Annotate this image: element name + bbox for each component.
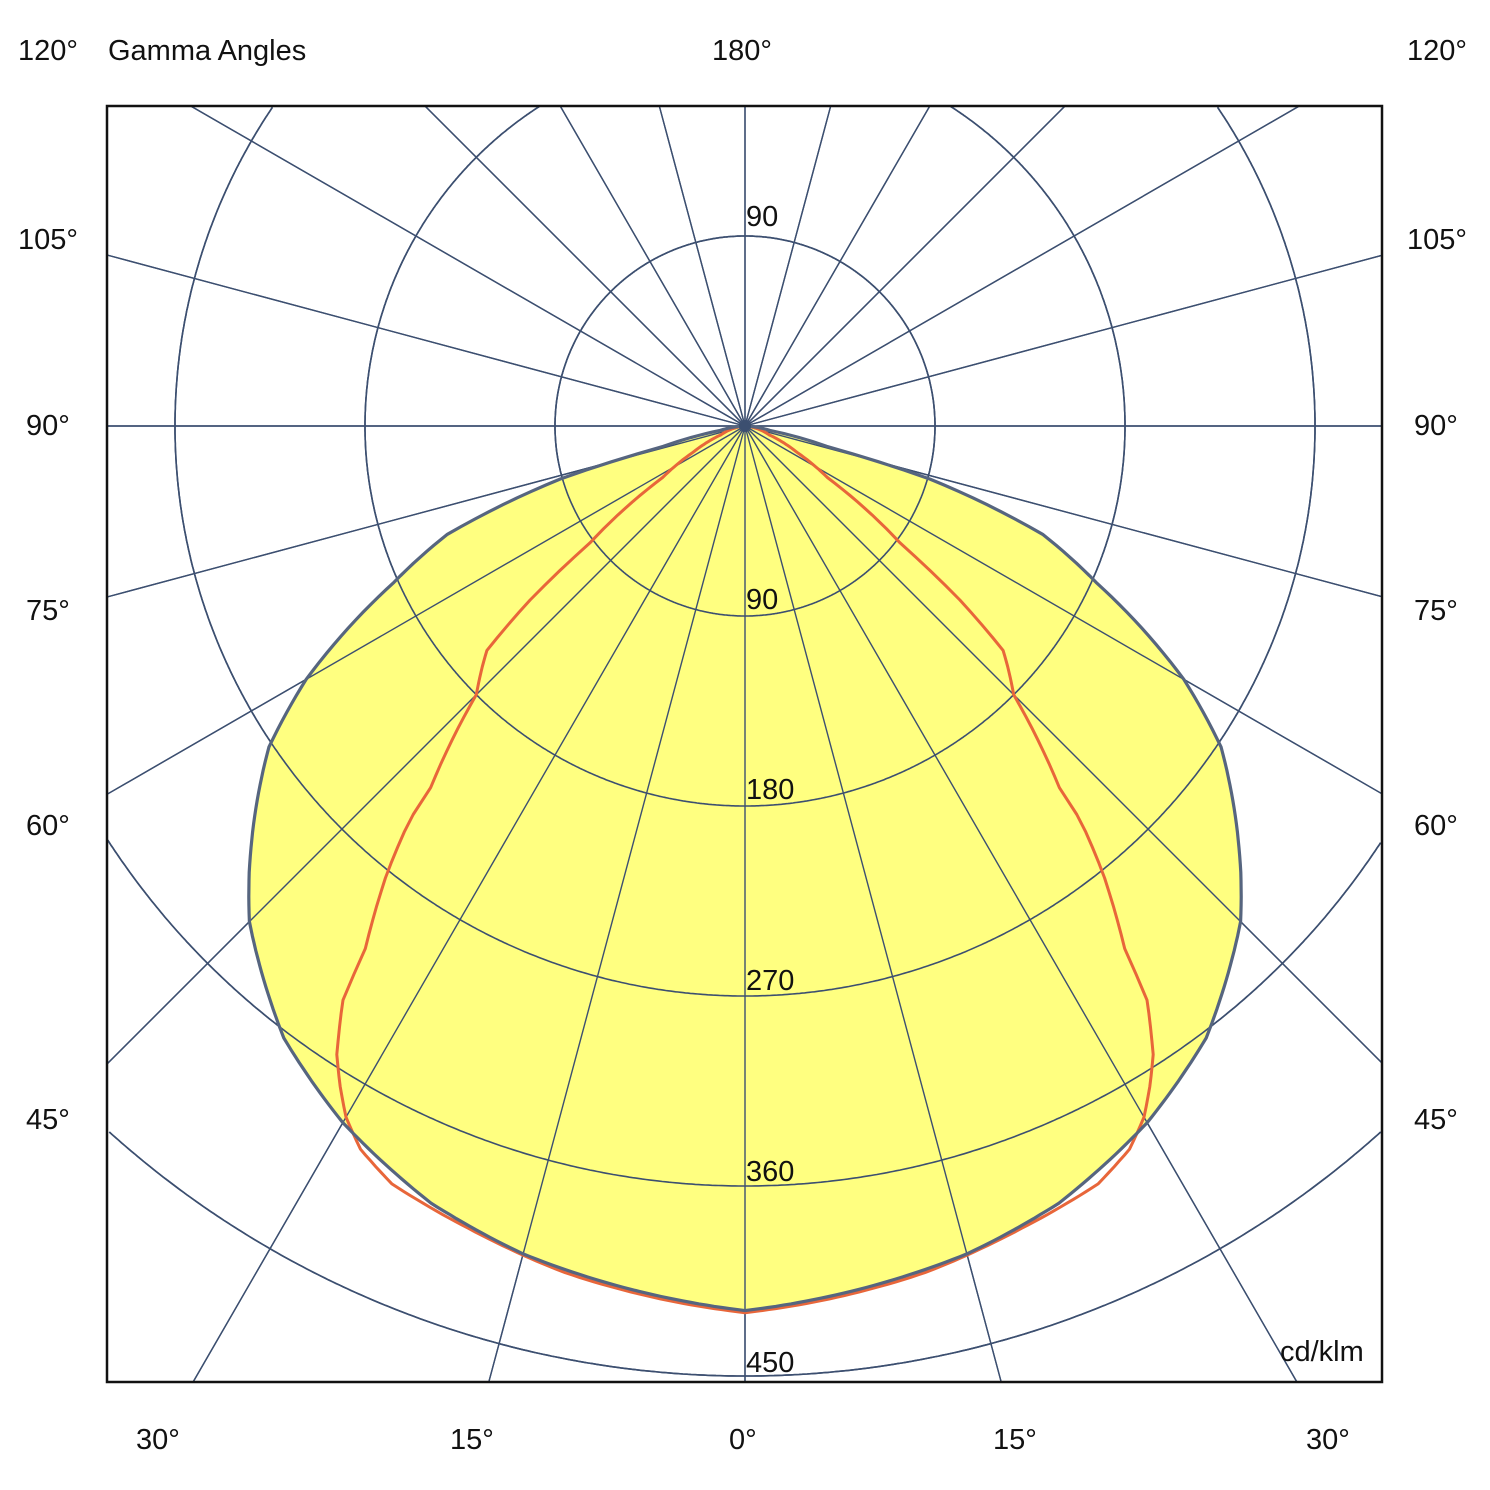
top-left-angle-label: 120° xyxy=(18,35,78,67)
bottom-angle-label: 15° xyxy=(993,1424,1037,1456)
radial-grid-circle xyxy=(364,105,1126,807)
unit-label: cd/klm xyxy=(1280,1336,1364,1368)
right-angle-label: 105° xyxy=(1407,224,1467,256)
angle-spoke xyxy=(559,105,746,427)
left-angle-label: 45° xyxy=(26,1104,70,1136)
bottom-angle-label: 15° xyxy=(450,1424,494,1456)
angle-spoke xyxy=(744,105,1066,427)
radial-tick-label: 180 xyxy=(746,774,795,806)
angle-spoke xyxy=(658,105,746,427)
plot-frame xyxy=(105,104,1384,1384)
angle-spoke xyxy=(744,105,1300,427)
angle-spoke xyxy=(744,425,1002,1383)
radial-grid-circle xyxy=(108,1131,1382,1377)
left-angle-label: 60° xyxy=(26,810,70,842)
top-right-angle-label: 120° xyxy=(1407,35,1467,67)
left-angle-label: 75° xyxy=(26,595,70,627)
angle-spoke xyxy=(744,425,1383,795)
radial-tick-label: 90 xyxy=(746,584,779,616)
radial-tick-label: 360 xyxy=(746,1156,795,1188)
chart-title: Gamma Angles xyxy=(108,35,307,67)
right-angle-label: 90° xyxy=(1414,410,1458,442)
angle-spoke xyxy=(744,425,1383,1064)
intensity-curve-line xyxy=(335,424,1155,1315)
right-angle-label: 75° xyxy=(1414,595,1458,627)
radial-grid-circle xyxy=(174,106,1316,997)
angle-spoke xyxy=(106,425,746,795)
angle-spoke xyxy=(488,425,746,1383)
bottom-angle-label: 0° xyxy=(729,1424,757,1456)
angle-spoke xyxy=(744,105,832,427)
angle-spoke xyxy=(190,105,746,427)
angle-spoke xyxy=(744,105,931,427)
angle-spoke xyxy=(744,254,1383,427)
right-angle-label: 60° xyxy=(1414,810,1458,842)
angle-spoke xyxy=(106,425,746,1065)
radial-tick-label-upper: 90 xyxy=(746,201,779,233)
left-angle-label: 90° xyxy=(26,410,70,442)
polar-origin xyxy=(739,420,751,432)
polar-grid-overlay xyxy=(739,420,751,432)
angle-spoke xyxy=(424,105,746,427)
angle-spoke xyxy=(744,425,1298,1383)
angle-spoke xyxy=(192,425,746,1383)
top-center-angle-label: 180° xyxy=(712,35,772,67)
right-angle-label: 45° xyxy=(1414,1104,1458,1136)
intensity-curves xyxy=(106,105,1383,1383)
radial-grid-circle xyxy=(106,839,1382,1187)
intensity-fill-outline xyxy=(247,424,1243,1313)
radial-tick-label: 270 xyxy=(746,965,795,997)
bottom-angle-label: 30° xyxy=(136,1424,180,1456)
radial-tick-label: 450 xyxy=(746,1347,795,1379)
left-angle-label: 105° xyxy=(18,224,78,256)
angle-spoke xyxy=(106,254,746,427)
bottom-angle-label: 30° xyxy=(1306,1424,1350,1456)
